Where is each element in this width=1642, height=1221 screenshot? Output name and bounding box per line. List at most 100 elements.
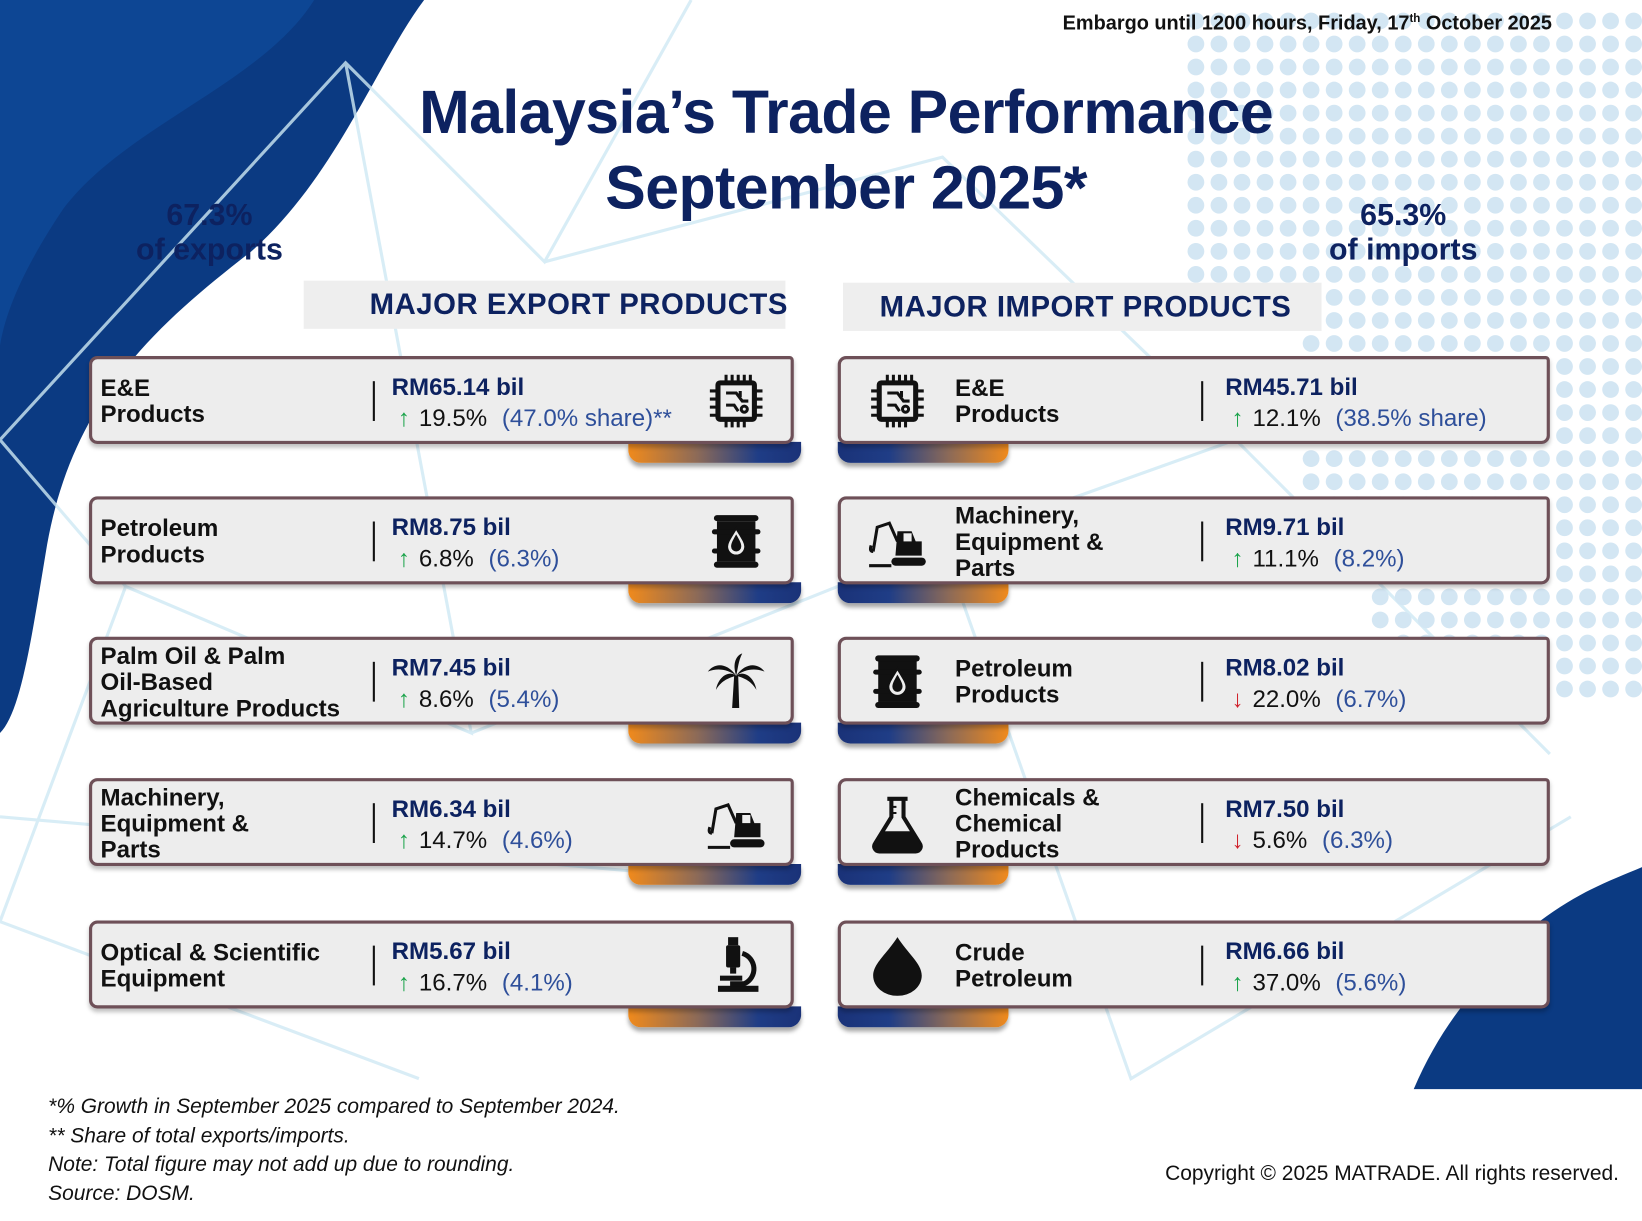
product-value: RM7.45 bil xyxy=(391,653,511,681)
growth-value: 12.1% xyxy=(1252,404,1321,432)
divider xyxy=(1201,521,1204,562)
card-tab xyxy=(837,863,1009,885)
arrow-up-icon: ↑ xyxy=(1231,404,1244,432)
product-name: Chemicals & Chemical Products xyxy=(955,782,1100,863)
page-title: Malaysia’s Trade Performance xyxy=(419,78,1274,147)
excavator-icon xyxy=(867,511,928,572)
growth-value: 16.7% xyxy=(418,968,488,996)
footnote-growth: *% Growth in September 2025 compared to … xyxy=(48,1095,620,1119)
card-panel xyxy=(837,496,1550,585)
share-value: (5.4%) xyxy=(488,684,560,713)
share-value: (38.5% share) xyxy=(1335,404,1487,432)
growth-value: 22.0% xyxy=(1252,684,1321,713)
card-tab xyxy=(837,1006,1009,1028)
share-value: (6.7%) xyxy=(1335,684,1407,713)
growth-line: ↑ 14.7% (4.6%) xyxy=(398,826,573,854)
product-name: Machinery, Equipment & Parts xyxy=(100,782,250,863)
embargo-notice: Embargo until 1200 hours, Friday, 17th O… xyxy=(1062,12,1552,35)
product-value: RM6.34 bil xyxy=(391,794,511,823)
card-panel xyxy=(837,636,1550,725)
arrow-up-icon: ↑ xyxy=(397,826,410,854)
card-tab xyxy=(628,1006,802,1028)
growth-value: 11.1% xyxy=(1252,544,1319,572)
arrow-up-icon: ↑ xyxy=(397,684,410,713)
microscope-icon xyxy=(706,935,767,996)
arrow-up-icon: ↑ xyxy=(397,544,410,572)
page-subtitle: September 2025* xyxy=(605,153,1087,223)
share-value: (6.3%) xyxy=(1322,826,1393,854)
oil-drop-icon xyxy=(867,935,928,996)
divider xyxy=(372,945,375,986)
arrow-up-icon: ↑ xyxy=(1231,968,1244,996)
product-name: Optical & Scientific Equipment xyxy=(100,938,321,992)
growth-line: ↑ 16.7% (4.1%) xyxy=(398,969,573,997)
export-heading: MAJOR EXPORT PRODUCTS xyxy=(369,287,788,321)
exports-share: 67.3% of exports xyxy=(84,199,335,268)
product-value: RM65.14 bil xyxy=(391,372,525,401)
growth-line: ↑ 37.0% (5.6%) xyxy=(1232,969,1407,997)
product-value: RM9.71 bil xyxy=(1225,513,1345,541)
share-value: (47.0% share)** xyxy=(501,404,672,432)
growth-line: ↓ 22.0% (6.7%) xyxy=(1232,685,1407,713)
exports-share-label: of exports xyxy=(136,233,283,268)
divider xyxy=(1201,381,1204,421)
card-tab xyxy=(628,441,802,463)
imports-share: 65.3% of imports xyxy=(1278,199,1529,268)
card-panel xyxy=(837,778,1550,867)
product-name: Crude Petroleum xyxy=(955,938,1073,992)
export-header-box xyxy=(303,280,786,329)
footnote-share: ** Share of total exports/imports. xyxy=(48,1124,350,1148)
arrow-up-icon: ↑ xyxy=(1231,544,1244,572)
product-value: RM5.67 bil xyxy=(391,937,511,965)
divider xyxy=(1201,803,1204,843)
card-panel xyxy=(89,356,794,445)
share-value: (4.6%) xyxy=(501,826,573,854)
footnote-rounding: Note: Total figure may not add up due to… xyxy=(48,1152,515,1177)
growth-value: 14.7% xyxy=(418,826,488,854)
footnotes: *% Growth in September 2025 compared to … xyxy=(48,1093,620,1208)
growth-value: 8.6% xyxy=(418,684,474,713)
card-panel xyxy=(89,496,794,585)
product-name: E&E Products xyxy=(100,373,205,428)
arrow-up-icon: ↑ xyxy=(397,404,410,432)
product-name: E&E Products xyxy=(955,373,1060,428)
growth-line: ↑ 6.8% (6.3%) xyxy=(398,545,559,573)
card-tab xyxy=(837,582,1009,604)
card-panel xyxy=(89,636,794,725)
divider xyxy=(1201,661,1204,702)
share-value: (4.1%) xyxy=(501,968,573,996)
card-panel xyxy=(89,920,794,1009)
footnote-source: Source: DOSM. xyxy=(48,1181,195,1205)
product-value: RM8.02 bil xyxy=(1225,653,1345,681)
card-tab xyxy=(837,722,1009,744)
growth-line: ↑ 12.1% (38.5% share) xyxy=(1232,404,1487,432)
chip-icon xyxy=(867,371,928,432)
share-value: (5.6%) xyxy=(1335,968,1407,996)
arrow-up-icon: ↑ xyxy=(397,968,410,996)
card-tab xyxy=(628,582,802,604)
product-name: Petroleum Products xyxy=(955,654,1073,708)
card-tab xyxy=(628,863,802,885)
exports-share-value: 67.3% xyxy=(166,198,253,233)
card-tab xyxy=(837,441,1009,463)
divider xyxy=(1201,945,1204,986)
product-name: Petroleum Products xyxy=(100,514,219,568)
flask-icon xyxy=(867,793,928,854)
oil-barrel-icon xyxy=(867,651,928,712)
share-value: (8.2%) xyxy=(1333,544,1405,572)
import-header-box xyxy=(842,282,1322,331)
import-heading: MAJOR IMPORT PRODUCTS xyxy=(879,290,1292,323)
product-value: RM45.71 bil xyxy=(1225,372,1358,401)
card-panel xyxy=(837,920,1550,1009)
growth-value: 37.0% xyxy=(1252,968,1321,996)
card-tab xyxy=(628,722,802,744)
chip-icon xyxy=(706,371,767,432)
growth-value: 19.5% xyxy=(418,404,488,432)
growth-line: ↓ 5.6% (6.3%) xyxy=(1232,826,1393,854)
palm-tree-icon xyxy=(706,651,767,712)
growth-line: ↑ 11.1% (8.2%) xyxy=(1232,545,1405,573)
growth-line: ↑ 19.5% (47.0% share)** xyxy=(398,404,672,432)
card-panel xyxy=(89,778,794,867)
arrow-down-icon: ↓ xyxy=(1231,684,1244,713)
